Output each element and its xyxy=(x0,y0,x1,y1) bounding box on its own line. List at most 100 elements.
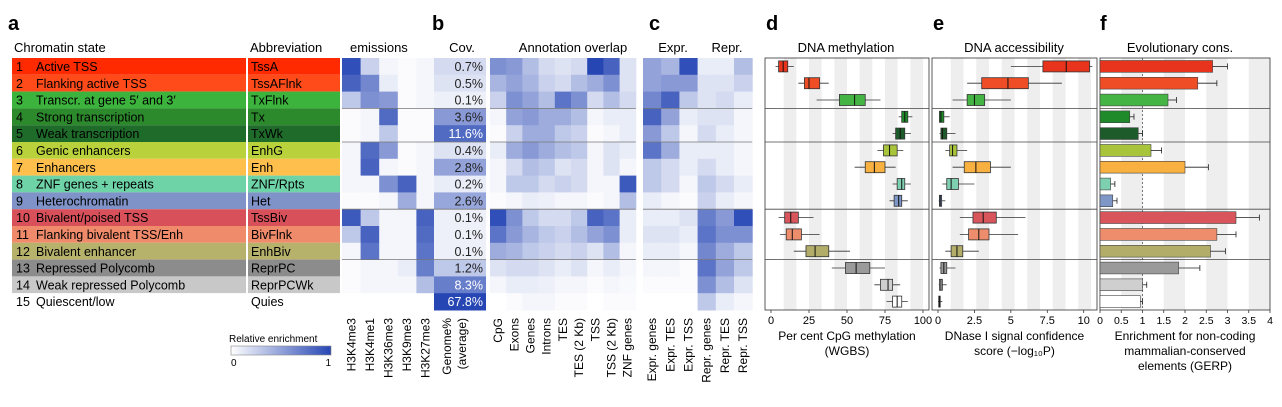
methylation-box xyxy=(804,77,821,90)
emission-cell xyxy=(342,58,362,76)
state-number: 8 xyxy=(16,178,23,192)
annotation-cell xyxy=(554,209,572,227)
expression-cell xyxy=(734,192,753,210)
expression-cell xyxy=(715,293,735,311)
annotation-cell xyxy=(603,74,621,93)
conservation-bar xyxy=(1099,110,1131,124)
state-color-band xyxy=(12,125,246,142)
conservation-tick-label: 0.5 xyxy=(1114,315,1129,327)
annotation-cell xyxy=(490,125,507,143)
legend-min-label: 0 xyxy=(231,358,237,369)
annotation-cell xyxy=(506,91,523,109)
conservation-xlabel: mammalian-conserved xyxy=(1124,344,1245,358)
expression-cell xyxy=(734,226,753,244)
emission-cell xyxy=(360,125,380,143)
expression-cell xyxy=(643,125,662,143)
state-abbreviation: BivFlnk xyxy=(251,228,293,242)
emission-cell xyxy=(360,226,380,244)
emission-cell xyxy=(379,276,399,294)
conservation-bar xyxy=(1099,295,1141,308)
conservation-bar xyxy=(1099,211,1237,224)
annotation-cell xyxy=(506,226,523,244)
emission-cell xyxy=(360,276,380,294)
conservation-xlabel: Enrichment for non-coding xyxy=(1115,329,1256,343)
methylation-tick-label: 50 xyxy=(841,315,853,327)
annotation-cell xyxy=(490,209,507,227)
header-annotation-overlap: Annotation overlap xyxy=(519,40,627,55)
methylation-grid-band xyxy=(783,58,797,310)
methylation-box xyxy=(785,228,802,241)
emission-cell xyxy=(360,242,380,261)
accessibility-box xyxy=(972,211,997,224)
expression-cell xyxy=(697,142,717,160)
annotation-cell xyxy=(619,259,637,277)
annotation-cell xyxy=(538,142,556,160)
expression-cell xyxy=(734,276,753,294)
annotation-cell xyxy=(619,226,637,244)
methylation-box xyxy=(883,144,898,157)
expression-cell xyxy=(734,158,753,177)
emission-cell xyxy=(397,242,417,261)
state-number: 6 xyxy=(16,144,23,158)
emission-cell xyxy=(379,242,399,261)
annotation-cell xyxy=(603,226,621,244)
emission-cell xyxy=(342,158,362,177)
annotation-cell xyxy=(538,209,556,227)
emission-cell xyxy=(379,142,399,160)
annotation-cell xyxy=(571,125,588,143)
state-abbreviation: ReprPC xyxy=(251,262,295,276)
emission-cell xyxy=(416,209,436,227)
expression-cell xyxy=(697,192,717,210)
annotation-cell xyxy=(603,276,621,294)
emission-cell xyxy=(397,293,417,311)
annotation-cell xyxy=(554,58,572,76)
conservation-bar xyxy=(1099,161,1186,174)
expression-column-label: Expr. TES xyxy=(663,318,677,372)
emission-cell xyxy=(397,91,417,109)
coverage-value: 3.6% xyxy=(455,110,484,124)
annotation-cell xyxy=(538,74,556,93)
annotation-cell xyxy=(554,74,572,93)
expression-cell xyxy=(734,293,753,311)
annotation-cell xyxy=(506,158,523,177)
annotation-cell xyxy=(538,158,556,177)
state-number: 13 xyxy=(16,262,30,276)
accessibility-xlabel: DNase I signal confidence xyxy=(945,329,1085,343)
state-name: Flanking bivalent TSS/Enh xyxy=(36,228,183,242)
state-color-band xyxy=(12,276,246,294)
abbr-color-band xyxy=(248,142,340,159)
annotation-cell xyxy=(522,242,540,261)
emission-cell xyxy=(342,142,362,160)
annotation-cell xyxy=(506,209,523,227)
expression-cell xyxy=(715,209,735,227)
annotation-cell xyxy=(522,293,540,311)
annotation-cell xyxy=(506,58,523,76)
annotation-cell xyxy=(619,293,637,311)
expression-cell xyxy=(734,58,753,76)
expression-cell xyxy=(715,276,735,294)
emission-cell xyxy=(416,293,436,311)
annotation-cell xyxy=(554,192,572,210)
emission-cell xyxy=(416,276,436,294)
annotation-cell xyxy=(522,276,540,294)
methylation-box xyxy=(864,161,886,174)
coverage-value: 0.4% xyxy=(455,144,484,158)
emission-cell xyxy=(360,293,380,311)
emission-cell xyxy=(416,192,436,210)
coverage-value: 2.6% xyxy=(455,194,484,208)
coverage-value: 0.2% xyxy=(455,178,484,192)
expression-cell xyxy=(715,142,735,160)
coverage-cell xyxy=(434,108,486,126)
methylation-box xyxy=(784,211,799,224)
annotation-cell xyxy=(506,74,523,93)
accessibility-box xyxy=(963,161,991,174)
emission-cell xyxy=(360,175,380,193)
state-abbreviation: TxFlnk xyxy=(251,94,289,108)
emission-cell xyxy=(360,259,380,277)
accessibility-box xyxy=(946,178,959,190)
panel-letter-a: a xyxy=(8,13,20,35)
state-color-band xyxy=(12,259,246,277)
annotation-cell xyxy=(587,108,604,126)
abbr-color-band xyxy=(248,276,340,294)
annotation-cell xyxy=(538,58,556,76)
